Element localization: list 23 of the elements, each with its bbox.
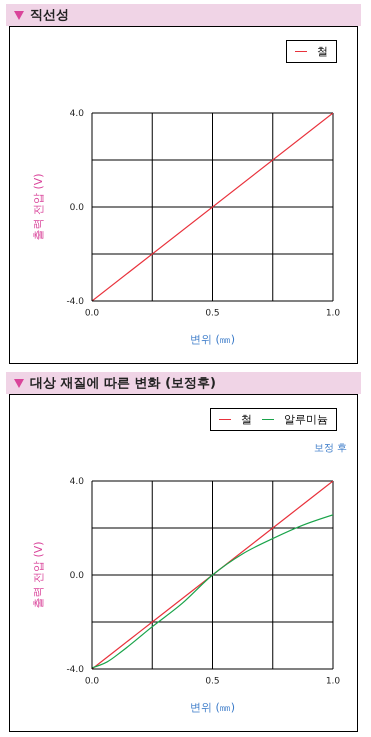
x-tick-label: 0.0 bbox=[84, 676, 100, 686]
y-axis-title: 출력 전압 (V) bbox=[32, 173, 45, 241]
legend-label: 철 bbox=[241, 412, 252, 427]
x-tick-label: 1.0 bbox=[326, 676, 340, 686]
line-series bbox=[92, 481, 333, 669]
legend-label: 알루미늄 bbox=[284, 412, 328, 427]
y-tick-label: 0.0 bbox=[70, 571, 84, 582]
chart-title: 직선성 bbox=[30, 7, 69, 24]
x-tick-label: 0.5 bbox=[205, 308, 220, 318]
x-axis-title: 변위 (㎜) bbox=[190, 333, 236, 346]
legend-label: 철 bbox=[317, 44, 328, 59]
chart-title: 대상 재질에 따른 변화 (보정후) bbox=[30, 375, 216, 392]
y-tick-label: -4.0 bbox=[66, 665, 84, 676]
y-tick-label: 4.0 bbox=[70, 109, 84, 120]
x-tick-label: 0.0 bbox=[84, 308, 100, 318]
y-tick-label: 4.0 bbox=[70, 477, 84, 488]
y-axis-title: 출력 전압 (V) bbox=[32, 541, 45, 609]
x-tick-label: 1.0 bbox=[326, 308, 340, 318]
y-tick-label: -4.0 bbox=[66, 297, 84, 308]
x-axis-title: 변위 (㎜) bbox=[190, 701, 236, 714]
x-tick-label: 0.5 bbox=[205, 676, 220, 686]
y-tick-label: 0.0 bbox=[70, 203, 84, 214]
text: 보정 후 bbox=[314, 442, 347, 455]
